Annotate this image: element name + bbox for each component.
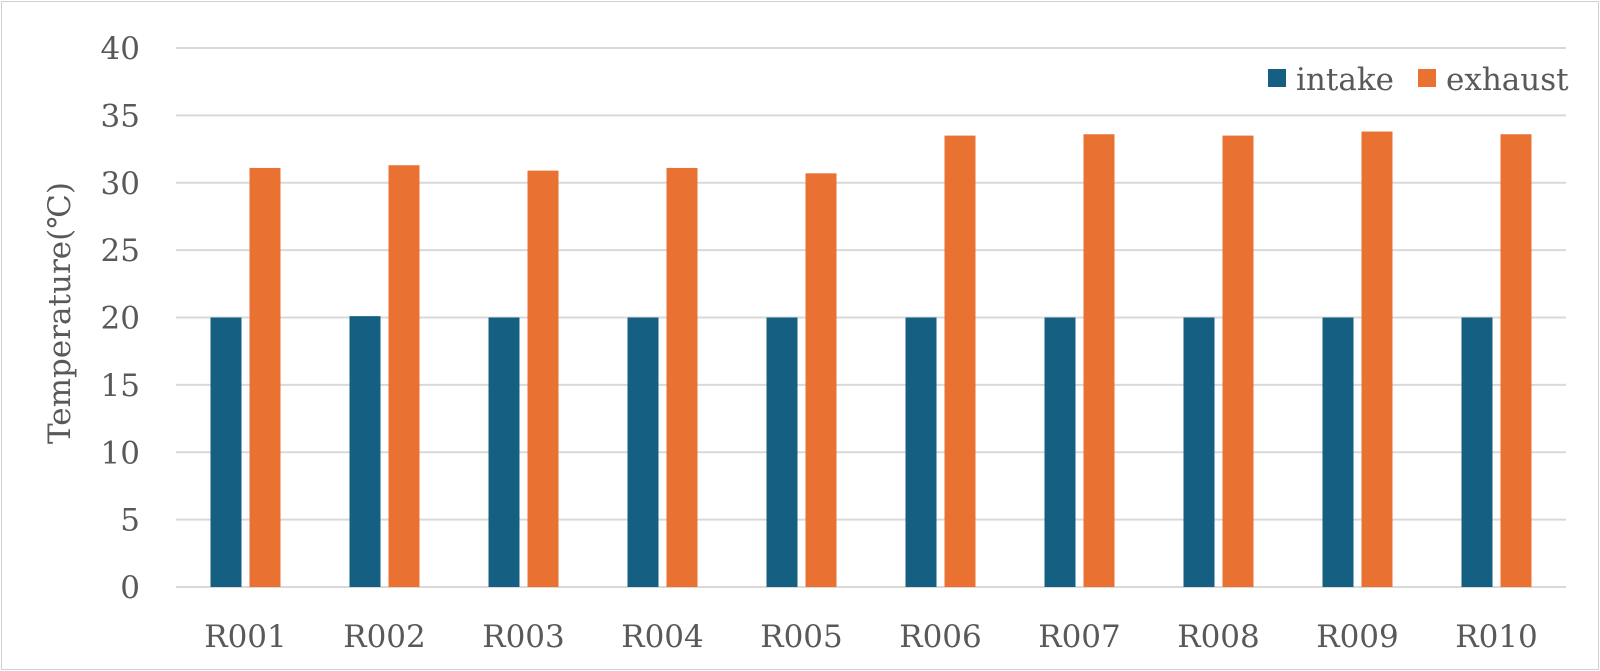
bar-exhaust-r007 bbox=[1083, 134, 1115, 588]
y-tick-label: 5 bbox=[120, 503, 140, 539]
bar-intake-r007 bbox=[1044, 317, 1076, 587]
legend-swatch-exhaust bbox=[1418, 69, 1436, 87]
x-tick-label: R004 bbox=[621, 619, 704, 655]
bar-exhaust-r010 bbox=[1500, 134, 1532, 588]
bar-exhaust-r009 bbox=[1361, 131, 1393, 588]
legend-swatch-intake bbox=[1268, 69, 1286, 87]
gridlines bbox=[176, 47, 1566, 588]
bar-exhaust-r006 bbox=[944, 135, 976, 587]
bars bbox=[210, 131, 1532, 588]
bar-exhaust-r004 bbox=[666, 167, 698, 588]
y-tick-label: 30 bbox=[101, 166, 140, 202]
bar-intake-r002 bbox=[349, 316, 381, 587]
legend-label-intake: intake bbox=[1296, 62, 1394, 98]
bar-exhaust-r005 bbox=[805, 173, 837, 587]
bar-intake-r003 bbox=[488, 317, 520, 587]
y-tick-label: 35 bbox=[101, 98, 140, 134]
bar-exhaust-r001 bbox=[249, 167, 281, 588]
x-tick-label: R007 bbox=[1038, 619, 1121, 655]
x-tick-label: R003 bbox=[482, 619, 565, 655]
x-tick-label: R010 bbox=[1455, 619, 1538, 655]
legend: intake exhaust bbox=[1268, 62, 1569, 98]
bar-exhaust-r008 bbox=[1222, 135, 1254, 587]
bar-intake-r010 bbox=[1461, 317, 1493, 587]
bar-intake-r006 bbox=[905, 317, 937, 587]
y-tick-label: 40 bbox=[101, 31, 140, 67]
y-axis-label: Temperature(℃) bbox=[42, 182, 78, 444]
y-tick-label: 0 bbox=[120, 570, 140, 606]
bar-intake-r008 bbox=[1183, 317, 1215, 587]
x-tick-label: R008 bbox=[1177, 619, 1260, 655]
bar-intake-r001 bbox=[210, 317, 242, 587]
bar-intake-r004 bbox=[627, 317, 659, 587]
bar-exhaust-r002 bbox=[388, 165, 420, 588]
x-tick-label: R006 bbox=[899, 619, 982, 655]
bar-intake-r005 bbox=[766, 317, 798, 587]
bar-intake-r009 bbox=[1322, 317, 1354, 587]
y-axis-ticks: 0 5 10 15 20 25 30 35 40 bbox=[101, 31, 140, 606]
y-tick-label: 25 bbox=[101, 233, 140, 269]
x-tick-label: R001 bbox=[204, 619, 287, 655]
x-axis-ticks: R001 R002 R003 R004 R005 R006 R007 R008 R009 R010 bbox=[204, 619, 1538, 655]
bar-exhaust-r003 bbox=[527, 170, 559, 587]
y-tick-label: 15 bbox=[101, 368, 140, 404]
y-tick-label: 20 bbox=[101, 301, 140, 337]
x-tick-label: R005 bbox=[760, 619, 843, 655]
y-tick-label: 10 bbox=[101, 435, 140, 471]
x-tick-label: R009 bbox=[1316, 619, 1399, 655]
x-tick-label: R002 bbox=[343, 619, 426, 655]
legend-label-exhaust: exhaust bbox=[1446, 62, 1569, 98]
